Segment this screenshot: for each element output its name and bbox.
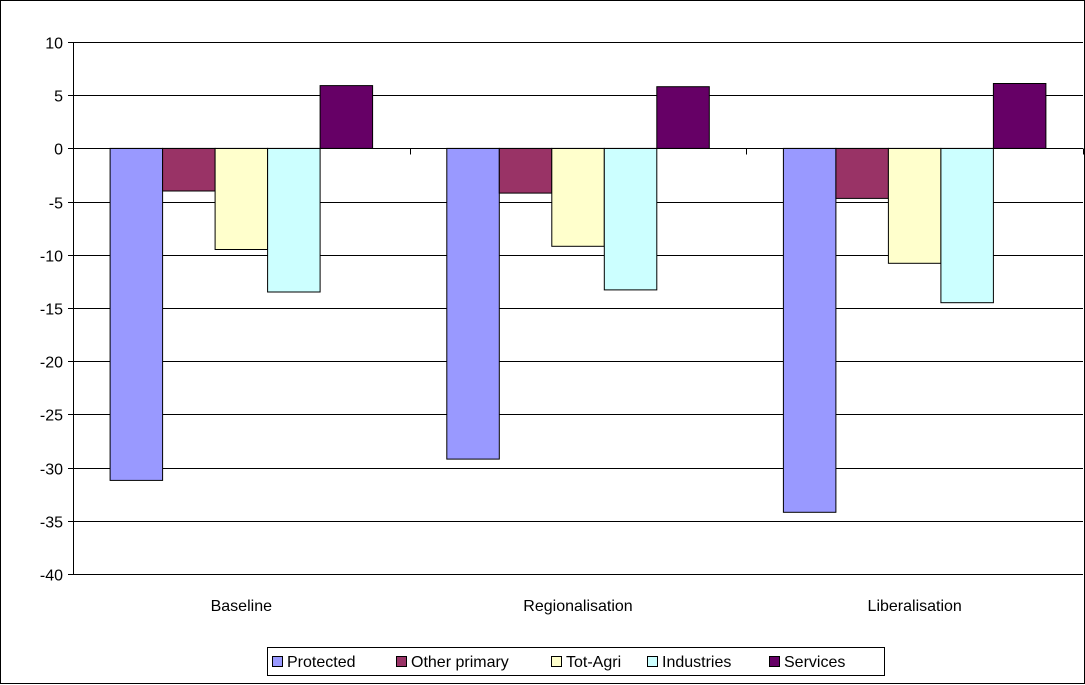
y-tick-label: -20: [40, 355, 63, 372]
gridlines: [73, 42, 1083, 575]
x-tick-label: Regionalisation: [523, 598, 632, 615]
legend-swatch: [647, 656, 658, 667]
bar-industries-liberalisation: [940, 147, 994, 304]
y-tick-label: 0: [54, 142, 63, 159]
y-tick-label: -35: [40, 515, 63, 532]
y-tick-label: 10: [45, 36, 63, 53]
legend-label: Protected: [287, 654, 355, 671]
legend-swatch: [396, 656, 407, 667]
y-tick-label: -30: [40, 462, 63, 479]
legend-label: Other primary: [411, 654, 509, 671]
bar-protected-baseline: [109, 147, 164, 481]
legend-swatch: [769, 656, 780, 667]
bar-protected-liberalisation: [782, 147, 837, 513]
bar-tot-agri-regionalisation: [551, 147, 605, 247]
y-tick-label: 5: [54, 89, 63, 106]
y-tick-label: -5: [49, 196, 63, 213]
bar-tot-agri-baseline: [214, 147, 269, 250]
bars: [109, 83, 1047, 513]
y-tick-label: -15: [40, 302, 63, 319]
legend-box: [267, 647, 885, 676]
legend-swatch: [272, 656, 283, 667]
bar-protected-regionalisation: [446, 147, 500, 460]
y-tick-label: -40: [40, 568, 63, 585]
bar-other-primary-regionalisation: [498, 147, 553, 194]
bar-other-primary-baseline: [162, 147, 216, 192]
legend-swatch: [551, 656, 562, 667]
y-tick-label: -25: [40, 408, 63, 425]
bar-industries-regionalisation: [603, 147, 658, 291]
axes: [68, 42, 1084, 575]
legend: Protected Other primary Tot-Agri Industries…: [267, 647, 885, 676]
bar-industries-baseline: [267, 147, 321, 293]
bar-services-baseline: [319, 85, 374, 149]
y-tick-labels: 10 5 0 -5 -10 -15 -20 -25 -30 -35 -40: [40, 36, 63, 585]
y-tick-label: -10: [40, 249, 63, 266]
bar-services-liberalisation: [992, 83, 1047, 149]
x-tick-label: Baseline: [211, 598, 272, 615]
legend-label: Industries: [662, 654, 731, 671]
x-tick-labels: Baseline Regionalisation Liberalisation: [211, 598, 962, 615]
x-tick-label: Liberalisation: [868, 598, 962, 615]
legend-label: Tot-Agri: [566, 654, 621, 671]
bar-services-regionalisation: [656, 86, 710, 149]
legend-label: Services: [784, 654, 845, 671]
bar-other-primary-liberalisation: [835, 147, 889, 199]
bar-tot-agri-liberalisation: [887, 147, 942, 264]
